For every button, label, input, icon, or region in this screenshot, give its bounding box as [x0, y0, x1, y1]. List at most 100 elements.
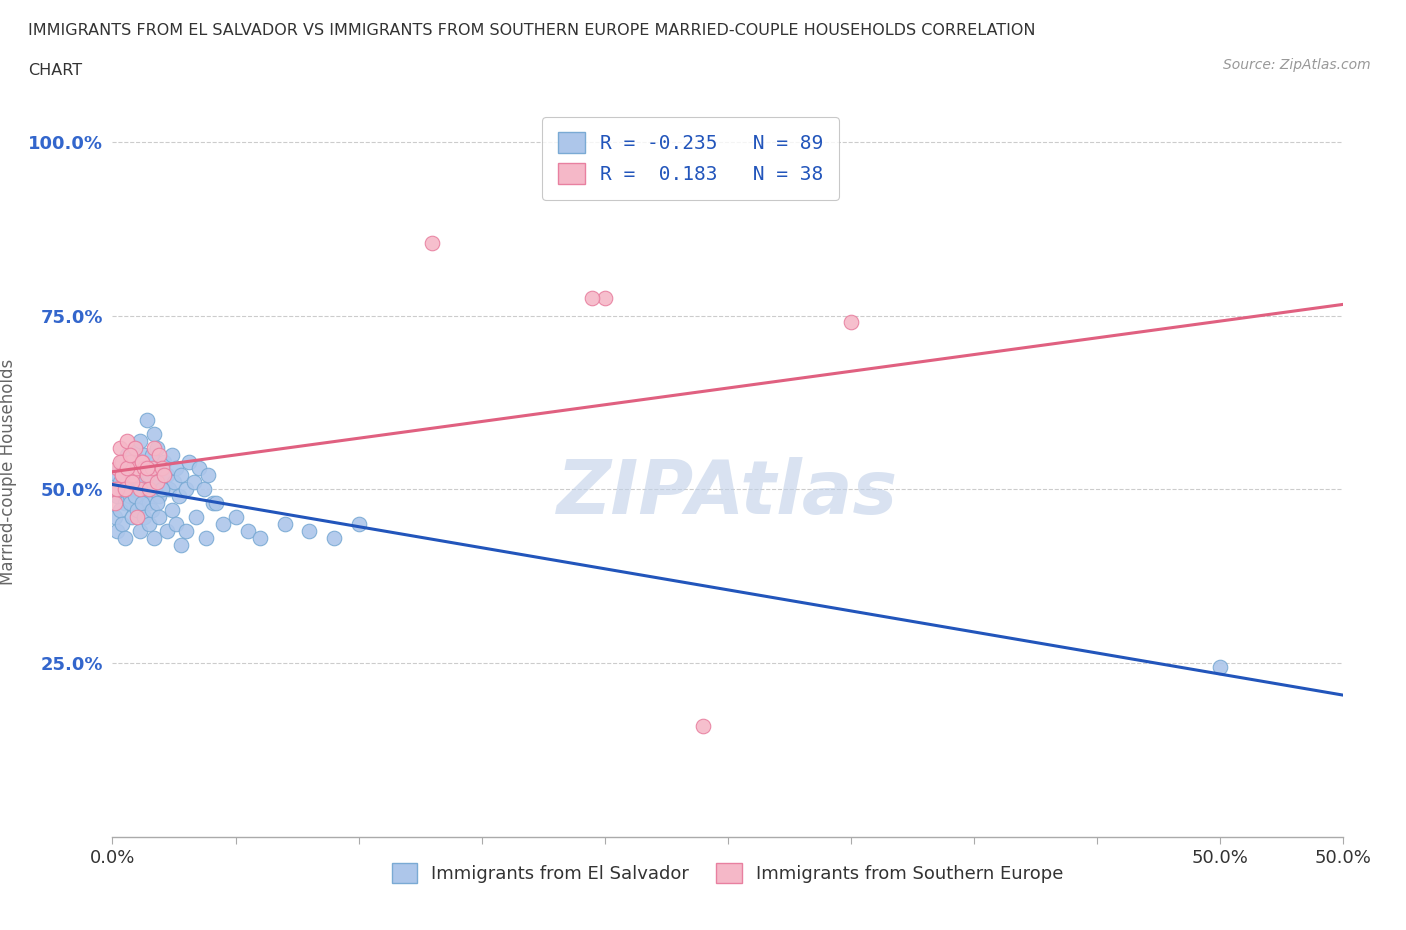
Point [138, 517, 160, 532]
Point [118, 496, 141, 511]
Point [107, 489, 129, 504]
Point [134, 510, 156, 525]
Point [143, 531, 166, 546]
Point [111, 468, 134, 483]
Point [160, 447, 183, 462]
Point [121, 468, 143, 483]
Point [148, 489, 170, 504]
Point [141, 447, 163, 462]
Point [108, 461, 131, 476]
Point [150, 461, 173, 476]
Point [136, 461, 159, 476]
Point [124, 489, 146, 504]
Point [274, 517, 297, 532]
Point [117, 433, 138, 448]
Point [347, 517, 370, 532]
Point [124, 440, 146, 455]
Point [183, 475, 205, 490]
Point [148, 510, 170, 525]
Point [127, 461, 149, 476]
Point [108, 440, 131, 455]
Point [143, 461, 166, 476]
Point [194, 531, 217, 546]
Point [136, 482, 159, 497]
Point [121, 454, 143, 469]
Point [249, 531, 271, 546]
Point [128, 433, 150, 448]
Point [104, 482, 127, 497]
Point [138, 496, 160, 511]
Point [131, 461, 153, 476]
Point [134, 461, 156, 476]
Point [136, 468, 159, 483]
Text: Source: ZipAtlas.com: Source: ZipAtlas.com [1223, 58, 1371, 72]
Point [121, 475, 143, 490]
Point [167, 489, 190, 504]
Point [108, 475, 131, 490]
Point [692, 718, 714, 733]
Point [141, 503, 163, 518]
Point [205, 496, 228, 511]
Point [193, 482, 215, 497]
Point [134, 475, 156, 490]
Point [127, 510, 149, 525]
Point [104, 496, 127, 511]
Point [166, 517, 188, 532]
Point [225, 510, 247, 525]
Point [143, 440, 166, 455]
Point [107, 461, 129, 476]
Point [117, 475, 138, 490]
Point [131, 489, 153, 504]
Point [150, 461, 173, 476]
Point [118, 489, 141, 504]
Point [187, 461, 209, 476]
Point [150, 482, 173, 497]
Text: IMMIGRANTS FROM EL SALVADOR VS IMMIGRANTS FROM SOUTHERN EUROPE MARRIED-COUPLE HO: IMMIGRANTS FROM EL SALVADOR VS IMMIGRANT… [28, 23, 1036, 38]
Point [127, 496, 149, 511]
Point [146, 440, 169, 455]
Point [104, 510, 127, 525]
Point [186, 510, 208, 525]
Point [127, 503, 149, 518]
Point [118, 447, 141, 462]
Point [111, 468, 134, 483]
Point [839, 315, 862, 330]
Point [153, 468, 176, 483]
Point [117, 482, 138, 497]
Point [146, 475, 169, 490]
Point [1209, 659, 1232, 674]
Point [141, 461, 163, 476]
Point [174, 482, 197, 497]
Point [422, 235, 444, 250]
Point [236, 524, 259, 538]
Point [111, 454, 134, 469]
Point [128, 468, 150, 483]
Point [166, 461, 188, 476]
Point [146, 475, 169, 490]
Point [108, 503, 131, 518]
Point [127, 482, 149, 497]
Point [136, 412, 159, 427]
Point [170, 468, 193, 483]
Point [143, 426, 166, 441]
Point [174, 524, 197, 538]
Legend: Immigrants from El Salvador, Immigrants from Southern Europe: Immigrants from El Salvador, Immigrants … [384, 856, 1071, 890]
Point [107, 524, 129, 538]
Y-axis label: Married-couple Households: Married-couple Households [0, 359, 17, 585]
Point [581, 291, 603, 306]
Point [111, 482, 134, 497]
Point [170, 538, 193, 552]
Point [212, 517, 235, 532]
Point [202, 496, 225, 511]
Point [121, 510, 143, 525]
Point [177, 454, 200, 469]
Point [141, 482, 163, 497]
Point [117, 447, 138, 462]
Point [155, 468, 177, 483]
Point [146, 496, 169, 511]
Point [323, 531, 346, 546]
Text: CHART: CHART [28, 63, 82, 78]
Point [108, 454, 131, 469]
Point [131, 454, 153, 469]
Point [114, 496, 136, 511]
